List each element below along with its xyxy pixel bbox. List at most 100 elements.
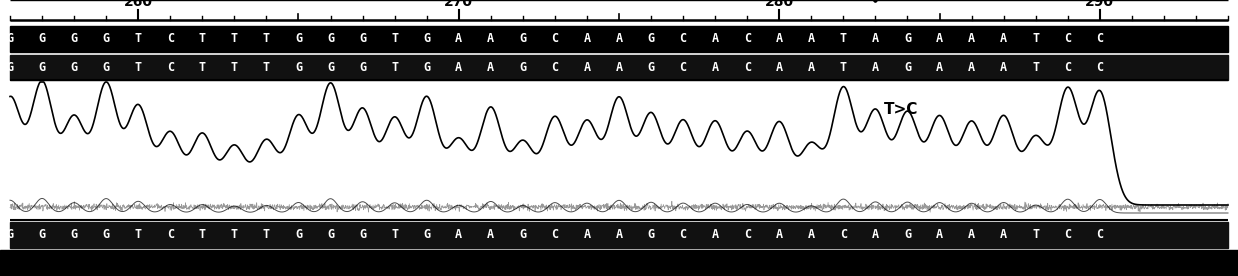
Text: A: A [583, 33, 591, 46]
Text: G: G [295, 33, 302, 46]
Text: A: A [872, 33, 879, 46]
Text: G: G [423, 229, 431, 242]
Text: C: C [1065, 229, 1071, 242]
Text: G: G [103, 61, 110, 74]
Text: T: T [839, 33, 847, 46]
Text: A: A [807, 33, 815, 46]
Text: A: A [1000, 61, 1008, 74]
Text: C: C [1096, 33, 1103, 46]
Text: C: C [1065, 33, 1071, 46]
Text: G: G [359, 229, 366, 242]
Text: T: T [230, 33, 238, 46]
Text: T: T [135, 61, 142, 74]
Text: G: G [38, 33, 46, 46]
Text: T: T [199, 33, 206, 46]
Text: G: G [359, 61, 366, 74]
Text: 280: 280 [765, 0, 794, 9]
Text: T: T [262, 33, 270, 46]
Text: A: A [776, 61, 782, 74]
Text: T: T [262, 229, 270, 242]
Text: C: C [167, 229, 173, 242]
Text: A: A [488, 61, 494, 74]
Text: T: T [135, 229, 142, 242]
Text: 270: 270 [444, 0, 473, 9]
Text: G: G [327, 33, 334, 46]
Text: T: T [391, 61, 399, 74]
Text: A: A [712, 61, 719, 74]
Text: G: G [519, 33, 526, 46]
Text: G: G [327, 229, 334, 242]
Text: C: C [839, 229, 847, 242]
Text: A: A [1000, 229, 1008, 242]
Text: G: G [71, 229, 78, 242]
Text: C: C [167, 33, 173, 46]
Text: G: G [647, 61, 655, 74]
Text: G: G [71, 61, 78, 74]
Text: A: A [615, 229, 623, 242]
Text: G: G [423, 33, 431, 46]
Text: A: A [872, 229, 879, 242]
Text: G: G [295, 61, 302, 74]
Text: A: A [968, 229, 976, 242]
Text: G: G [904, 61, 911, 74]
Text: G: G [38, 229, 46, 242]
Text: C: C [680, 33, 687, 46]
Text: G: G [519, 61, 526, 74]
Text: T: T [1032, 33, 1039, 46]
Text: G: G [38, 61, 46, 74]
Text: A: A [456, 61, 462, 74]
Text: T: T [230, 229, 238, 242]
Text: A: A [583, 229, 591, 242]
Text: A: A [872, 61, 879, 74]
Text: T: T [1032, 229, 1039, 242]
Text: C: C [680, 61, 687, 74]
Text: G: G [295, 229, 302, 242]
Text: T: T [1032, 61, 1039, 74]
Text: A: A [936, 33, 943, 46]
Text: G: G [647, 33, 655, 46]
Text: A: A [488, 229, 494, 242]
Text: A: A [456, 229, 462, 242]
Text: C: C [1096, 61, 1103, 74]
Text: A: A [776, 33, 782, 46]
Text: A: A [807, 229, 815, 242]
Text: A: A [615, 33, 623, 46]
Text: A: A [712, 229, 719, 242]
Text: G: G [423, 61, 431, 74]
Text: C: C [551, 33, 558, 46]
Text: C: C [1096, 229, 1103, 242]
Bar [10, 222, 1228, 248]
Text: A: A [583, 61, 591, 74]
Text: A: A [488, 33, 494, 46]
Text: G: G [6, 33, 14, 46]
Text: A: A [456, 33, 462, 46]
Text: C: C [744, 61, 750, 74]
Text: G: G [904, 33, 911, 46]
Text: 260: 260 [124, 0, 152, 9]
Text: T: T [135, 33, 142, 46]
Text: G: G [103, 33, 110, 46]
Text: A: A [1000, 33, 1008, 46]
Text: T>C: T>C [884, 102, 917, 117]
Text: C: C [551, 229, 558, 242]
Text: G: G [359, 33, 366, 46]
Text: A: A [936, 61, 943, 74]
Text: T: T [391, 33, 399, 46]
Text: C: C [1065, 61, 1071, 74]
Bar [0, 250, 1238, 276]
Text: A: A [776, 229, 782, 242]
Bar [10, 80, 1228, 220]
Text: 290: 290 [1086, 0, 1114, 9]
Text: T: T [199, 229, 206, 242]
Text: C: C [551, 61, 558, 74]
Text: G: G [6, 61, 14, 74]
Text: G: G [904, 229, 911, 242]
Text: A: A [936, 229, 943, 242]
Text: G: G [647, 229, 655, 242]
Text: A: A [712, 33, 719, 46]
Bar [10, 26, 1228, 52]
Text: G: G [327, 61, 334, 74]
Text: A: A [807, 61, 815, 74]
Text: T: T [199, 61, 206, 74]
Text: G: G [519, 229, 526, 242]
